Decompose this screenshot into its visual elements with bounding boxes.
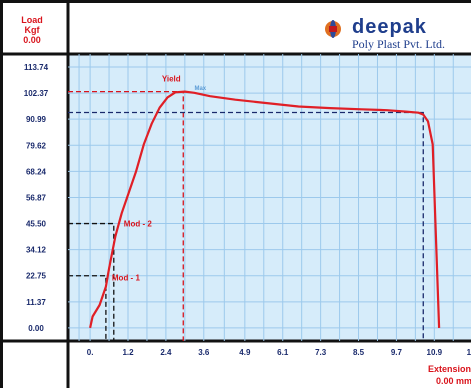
- x-tick-label: 1.2: [122, 348, 134, 357]
- x-tick-label: 10.9: [427, 348, 443, 357]
- y-tick-label: 22.75: [26, 272, 47, 281]
- y-tick-label: 68.24: [26, 167, 47, 176]
- x-tick-labels: 0. 1.2 2.4 3.6 4.9 6.1 7.3 8.5 9.7 10.9 12.: [87, 348, 471, 357]
- company-logo: deepak Poly Plast Pvt. Ltd.: [325, 16, 445, 51]
- logo-wordmark: deepak: [352, 16, 427, 38]
- y-tick-label: 45.50: [26, 220, 47, 229]
- x-tick-label: 12.: [467, 348, 471, 357]
- mod1-guide: [68, 275, 107, 341]
- marker-labels: Yield Max Mod - 2 Mod - 1: [112, 75, 207, 283]
- x-tick-label: 7.3: [315, 348, 327, 357]
- y-tick-label: 90.99: [26, 115, 47, 124]
- y-tick-label: 34.12: [26, 246, 47, 255]
- load-readout: 0.00: [23, 35, 41, 45]
- x-tick-label: 0.: [87, 348, 94, 357]
- x-axis-readout: 0.00 mm: [436, 376, 471, 386]
- x-tick-label: 2.4: [160, 348, 172, 357]
- y-tick-label: 79.62: [26, 141, 47, 150]
- x-tick-label: 3.6: [198, 348, 210, 357]
- max-label: Max: [194, 86, 206, 92]
- mod2-guide: [68, 222, 115, 341]
- x-tick-label: 8.5: [353, 348, 365, 357]
- x-tick-label: 4.9: [239, 348, 251, 357]
- y-tick-label: 11.37: [26, 298, 46, 307]
- mod2-label: Mod - 2: [124, 220, 153, 229]
- y-tick-label: 0.00: [28, 324, 44, 333]
- yield-label: Yield: [162, 75, 181, 84]
- grid-lines: [68, 54, 471, 341]
- mod1-label: Mod - 1: [112, 274, 141, 283]
- y-tick-label: 102.37: [24, 89, 49, 98]
- load-unit: Kgf: [25, 25, 41, 35]
- x-tick-label: 9.7: [391, 348, 403, 357]
- y-tick-labels: 0.00 11.37 22.75 34.12 45.50 56.87 68.24 79.62 9…: [24, 63, 49, 333]
- y-tick-label: 113.74: [24, 63, 49, 72]
- load-title: Load: [21, 15, 43, 25]
- x-tick-label: 6.1: [277, 348, 289, 357]
- x-axis-label: Extension: [428, 364, 471, 374]
- company-name: Poly Plast Pvt. Ltd.: [352, 37, 445, 51]
- break-guide: [68, 111, 424, 341]
- y-tick-label: 56.87: [26, 193, 47, 202]
- load-extension-curve: [89, 90, 441, 329]
